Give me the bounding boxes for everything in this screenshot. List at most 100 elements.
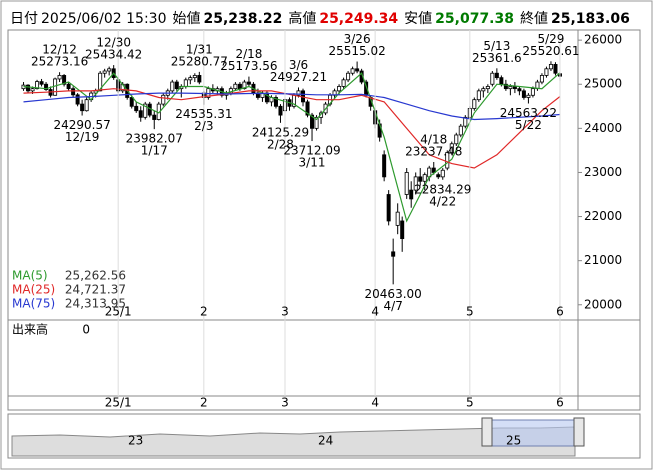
candle-body	[490, 72, 495, 85]
candle-body	[197, 75, 202, 83]
candle-body	[188, 77, 193, 81]
y-tick-label: 26000	[584, 33, 622, 47]
candle-body	[503, 83, 508, 90]
candle-body	[526, 94, 531, 98]
annotation-date: 12/12	[42, 43, 77, 57]
candle-body	[400, 220, 405, 240]
candle-body	[30, 88, 35, 92]
ma-line	[23, 72, 561, 223]
volume-label: 出来高	[12, 322, 48, 337]
plot-frame	[7, 29, 641, 411]
y-tick-label: 23000	[584, 165, 622, 179]
x-tick-label: 5	[466, 305, 474, 319]
field-value: 25,249.34	[319, 11, 399, 27]
candle-body	[355, 68, 360, 72]
navigator-label: 23	[128, 434, 143, 448]
y-tick-label: 24000	[584, 121, 622, 135]
header: 日付 2025/06/02 15:30 始値 25,238.22 高値 25,249.34…	[10, 8, 636, 28]
candle-body	[494, 72, 499, 79]
candle-body	[422, 174, 427, 182]
annotation-date: 1/31	[186, 42, 213, 56]
candle-body	[337, 86, 342, 92]
candle-body	[539, 75, 544, 83]
candle-body	[278, 105, 283, 116]
navigator-handle[interactable]	[481, 417, 493, 447]
candle-body	[242, 81, 247, 90]
candle-body	[521, 90, 526, 98]
field-value: 25,077.38	[435, 11, 514, 27]
candle-body	[382, 154, 387, 178]
candle-body	[129, 97, 134, 107]
annotation-date: 3/11	[299, 156, 326, 170]
ma-line	[23, 92, 561, 121]
annotation-date: 2/18	[235, 47, 262, 61]
candle-body	[26, 84, 31, 92]
candle-body	[152, 114, 157, 120]
candle-body	[183, 79, 188, 87]
annotation-price: 25280.77	[171, 54, 228, 68]
legend-value: 24,313.95	[65, 297, 126, 311]
y-tick-label: 25000	[584, 77, 622, 91]
candle-body	[237, 83, 242, 90]
candle-body	[485, 86, 490, 90]
annotation-date: 4/22	[429, 194, 456, 208]
candle-body	[341, 79, 346, 87]
candle-body	[391, 251, 396, 257]
candle-body	[458, 125, 463, 136]
legend-label: MA(5)	[12, 269, 48, 283]
annotation-price: 23982.07	[126, 132, 183, 146]
candle-body	[143, 103, 148, 118]
x-tick-label: 6	[556, 396, 564, 410]
candle-body	[346, 72, 351, 81]
annotation-price: 23237.48	[405, 144, 462, 158]
annotation-date: 12/19	[65, 130, 100, 144]
field-name: 始値	[172, 11, 201, 27]
candle-body	[436, 174, 441, 178]
candle-body	[454, 134, 459, 145]
candle-body	[440, 169, 445, 178]
candle-body	[463, 116, 468, 127]
navigator-window[interactable]	[487, 419, 579, 447]
x-tick-label: 25/1	[105, 396, 132, 410]
x-tick-label: 2	[200, 396, 208, 410]
candle-body	[98, 72, 103, 92]
annotation-date: 2/28	[267, 137, 294, 151]
candle-body	[53, 78, 58, 96]
candle-body	[39, 81, 44, 85]
candle-body	[431, 167, 436, 173]
annotation-price: 25273.16	[31, 55, 88, 69]
candle-body	[44, 83, 49, 90]
candle-body	[350, 68, 355, 74]
annotation-price: 25520.61	[522, 44, 579, 58]
candle-body	[305, 101, 310, 116]
candle-body	[445, 152, 450, 169]
annotation-date: 5/29	[537, 32, 564, 46]
annotation-price: 24535.31	[175, 107, 232, 121]
candle-body	[138, 110, 143, 118]
candle-body	[395, 211, 400, 226]
field-name: 高値	[288, 11, 317, 27]
navigator-handle[interactable]	[573, 417, 585, 447]
annotation-price: 23712.09	[283, 144, 340, 158]
candle-body	[449, 143, 454, 154]
x-tick-label: 5	[466, 396, 474, 410]
candle-body	[296, 90, 301, 96]
legend-label: MA(25)	[12, 283, 55, 297]
candle-body	[310, 114, 315, 129]
candle-body	[548, 64, 553, 70]
candle-body	[246, 81, 251, 85]
candle-body	[386, 194, 391, 222]
candle-body	[102, 70, 107, 74]
candle-body	[107, 68, 112, 72]
volume-value: 0	[82, 323, 90, 337]
x-tick-label: 3	[281, 305, 289, 319]
annotation-date: 4/7	[384, 299, 403, 313]
field-name: 終値	[519, 11, 548, 27]
candle-body	[84, 99, 89, 112]
annotation-price: 25515.02	[328, 44, 385, 58]
candle-body	[499, 77, 504, 85]
ma-line	[23, 88, 561, 169]
candle-body	[418, 176, 423, 182]
y-tick-label: 21000	[584, 253, 622, 267]
field-name: 安値	[404, 11, 433, 27]
